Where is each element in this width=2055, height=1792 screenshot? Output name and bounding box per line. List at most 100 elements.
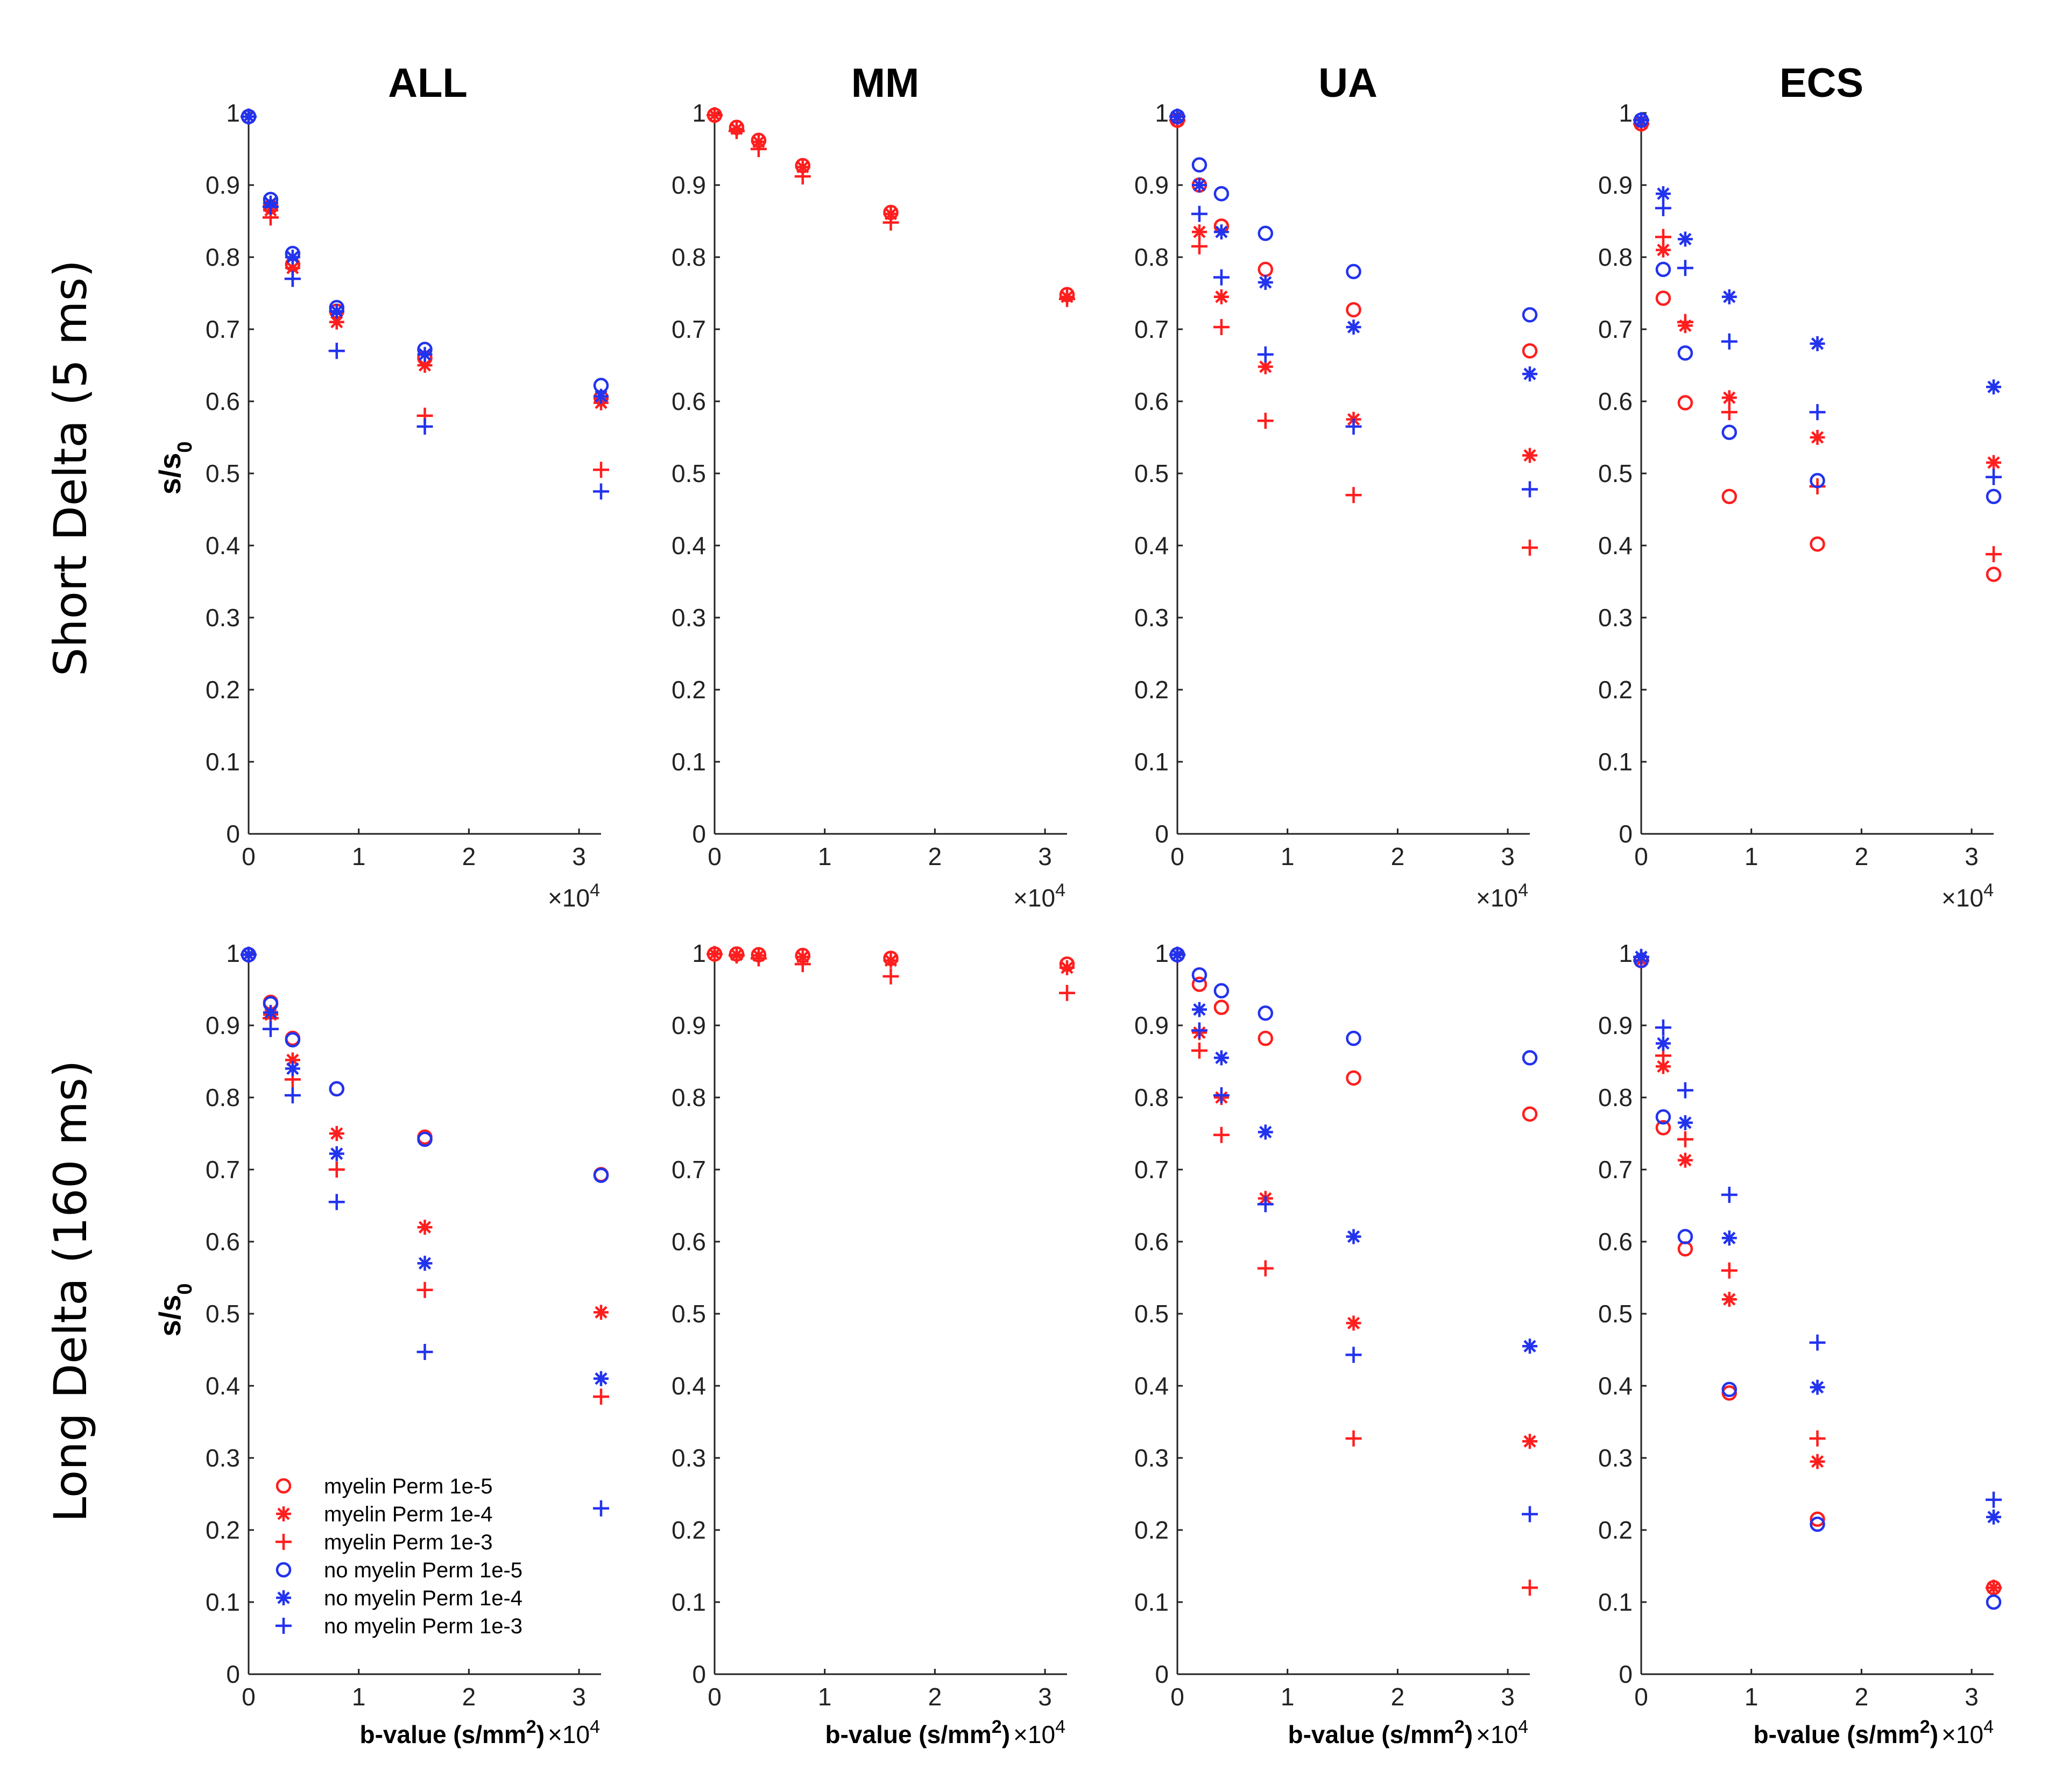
panel-r0-c0-point-5-4 (416, 418, 433, 435)
panel-r1-c0-ytick-label-4: 0.4 (206, 1372, 240, 1400)
panel-r1-c0-point-1-3 (329, 1126, 344, 1141)
panel-r0-c3-point-5-4 (1809, 404, 1826, 421)
panel-r1-c1-ytick-label-2: 0.2 (672, 1516, 706, 1544)
panel-r1-c0-point-5-5 (593, 1500, 609, 1517)
panel-r1-c3-point-1-1-d2 (1657, 1060, 1670, 1073)
panel-r0-c2-point-4-1 (1191, 178, 1207, 193)
panel-r0-c2-point-1-3 (1258, 359, 1273, 374)
panel-r1-c3-point-4-2-d2 (1679, 1116, 1692, 1129)
panel-r1-c0-point-4-1 (263, 1004, 278, 1020)
panel-r1-c3-point-0-1 (1655, 1120, 1671, 1136)
panel-r1-c2-point-2-4 (1345, 1430, 1362, 1447)
panel-title-ua: UA (1318, 60, 1378, 106)
panel-r1-c3-point-4-1-d2 (1657, 1037, 1670, 1050)
panel-r0-c0-xtick-label-0: 0 (242, 842, 256, 870)
panel-r1-c3-point-5-2 (1677, 1082, 1693, 1099)
panel-r0-c0-point-1-4-d2 (418, 359, 432, 372)
panel-r1-c2-point-0-1-shape (1191, 976, 1207, 992)
panel-r1-c0-point-1-3-d2 (330, 1127, 343, 1140)
panel-r1-c0-legend-marker-3 (276, 1562, 292, 1578)
panel-r1-c0-point-3-5 (593, 1167, 609, 1183)
panel-r1-c0-point-5-1 (262, 1021, 279, 1037)
x-axis-label-ua: b-value (s/mm2) ×104 (1288, 1717, 1528, 1748)
panel-r0-c1-point-2-5 (1059, 291, 1075, 307)
panel-r1-c0-point-2-3 (328, 1161, 345, 1178)
panel-r1-c0-legend-label-4: no myelin Perm 1e-4 (324, 1586, 522, 1610)
panel-r1-c1-ytick-label-4: 0.4 (672, 1372, 706, 1400)
panel-r1-c0-point-4-5-d2 (595, 1372, 608, 1385)
panel-r0-c0-point-4-5 (594, 388, 609, 404)
panel-r0-c2-point-1-3-d2 (1259, 360, 1272, 373)
panel-r0-c2-series-myelin-perm-1e-4 (1170, 112, 1537, 463)
panel-r0-c2-point-1-1-d2 (1193, 225, 1206, 238)
panel-r0-c3-point-3-1 (1655, 261, 1671, 278)
panel-r1-c0-series-myelin-perm-1e-3 (241, 946, 609, 1405)
panel-r0-c3-point-0-1 (1655, 291, 1671, 306)
panel-r1-c2-xtick-label-0: 0 (1170, 1683, 1184, 1711)
panel-r0-c3-point-3-2 (1677, 345, 1693, 361)
panel-r1-c1-point-1-4-d2 (884, 954, 898, 967)
panel-r0-c1-ytick-label-6: 0.6 (672, 387, 706, 415)
panel-r1-c3-point-0-4-shape (1810, 1511, 1825, 1527)
panel-r1-c0: 0 0.1 0.2 0.3 0.4 0.5 0.6 0.7 0.8 0.9 1 0 1 2 3 myelin … (206, 939, 609, 1711)
panel-r1-c0-point-4-5 (594, 1371, 609, 1386)
panel-r1-c1-ytick-label-9: 0.9 (672, 1011, 706, 1039)
panel-r0-c3-point-3-3-shape (1721, 424, 1737, 440)
panel-r0-c2-point-0-5-shape (1522, 343, 1538, 359)
panel-r0-c3-xtick-label-1: 1 (1745, 842, 1759, 870)
panel-r0-c0-point-4-5-d2 (595, 389, 608, 403)
panel-r0-c0-xtick-label-1: 1 (352, 842, 366, 870)
panel-r1-c1-xtick-label-2: 2 (928, 1683, 942, 1711)
panel-r1-c2-point-1-5 (1522, 1434, 1537, 1449)
panel-r0-c3-ytick-label-9: 0.9 (1598, 171, 1633, 199)
panel-r0-c2-ytick-label-8: 0.8 (1134, 243, 1169, 271)
panel-r1-c2-point-4-1 (1191, 1002, 1207, 1017)
panel-r0-c0-ytick-label-10: 1 (226, 99, 240, 127)
panel-r1-c2-point-2-1 (1191, 1042, 1207, 1059)
x-multiplier-top-ecs: ×104 (1941, 880, 1994, 912)
panel-r0-c2-ytick-label-1: 0.1 (1134, 748, 1169, 776)
panel-r1-c3-point-4-4 (1810, 1379, 1825, 1395)
panel-r1-c0-point-4-2-d2 (286, 1062, 299, 1075)
panel-r0-c0-point-5-1 (262, 199, 279, 215)
row-label-short-delta: Short Delta (5 ms) (44, 260, 97, 676)
panel-r1-c1-point-2-2 (750, 950, 767, 967)
panel-r0-c0-ytick-label-5: 0.5 (206, 459, 240, 487)
panel-r1-c1-series-myelin-perm-1e-3 (707, 946, 1075, 1001)
panel-r1-c0-point-4-3 (329, 1146, 344, 1161)
panel-r0-c0-ytick-label-8: 0.8 (206, 243, 240, 271)
x-axis-label-ecs: b-value (s/mm2) ×104 (1753, 1717, 1994, 1748)
panel-r0-c0-point-4-3 (329, 303, 344, 319)
panel-r0-c1-point-2-2 (750, 141, 767, 157)
panel-r1-c1-point-2-5 (1059, 984, 1075, 1001)
panel-r0-c3-point-5-2 (1677, 260, 1693, 277)
panel-r0-c0-point-1-3-d2 (330, 315, 343, 329)
panel-r1-c3-point-5-3 (1721, 1186, 1738, 1203)
panel-r0-c0-xtick-label-3: 3 (572, 842, 586, 870)
panel-r1-c2-point-0-2-shape (1213, 1000, 1230, 1015)
panel-r1-c2-xtick-label-1: 1 (1281, 1683, 1295, 1711)
panel-r0-c3-point-3-1-shape (1655, 261, 1671, 278)
panel-r1-c2-point-0-1 (1191, 976, 1207, 992)
panel-r1-c3-point-3-1 (1655, 1109, 1671, 1125)
panel-r1-c0-point-4-1-d2 (264, 1006, 277, 1019)
panel-r1-c0-point-2-5 (593, 1389, 609, 1405)
panel-r0-c2-ytick-label-10: 1 (1155, 99, 1169, 127)
panel-r1-c0-ytick-label-3: 0.3 (206, 1444, 240, 1472)
panel-r0-c1-xtick-label-3: 3 (1038, 842, 1052, 870)
panel-r0-c2-series-no-myelin-perm-1e-3 (1169, 108, 1538, 498)
panel-r1-c1-point-1-4 (883, 953, 899, 968)
panel-r0-c2-ytick-label-5: 0.5 (1134, 459, 1169, 487)
panel-r1-c3-xtick-label-3: 3 (1965, 1683, 1979, 1711)
panel-r0-c2-ytick-label-9: 0.9 (1134, 171, 1169, 199)
panel-r0-c3-point-3-2-shape (1677, 345, 1693, 361)
panel-r0-c3-series-no-myelin-perm-1e-3 (1633, 112, 2002, 485)
x-axis-label-all: b-value (s/mm2) ×104 (359, 1717, 600, 1748)
panel-r1-c0-ytick-label-10: 1 (226, 939, 240, 967)
panel-r1-c2-point-3-2 (1213, 983, 1230, 998)
panel-r1-c0-point-3-4 (417, 1131, 433, 1147)
panel-r0-c3-point-4-5 (1986, 379, 2001, 395)
panel-r0-c3-point-3-5-shape (1986, 488, 2002, 505)
panel-r1-c0-point-4-2 (285, 1061, 300, 1076)
panel-r0-c3-point-0-1-shape (1655, 291, 1671, 306)
